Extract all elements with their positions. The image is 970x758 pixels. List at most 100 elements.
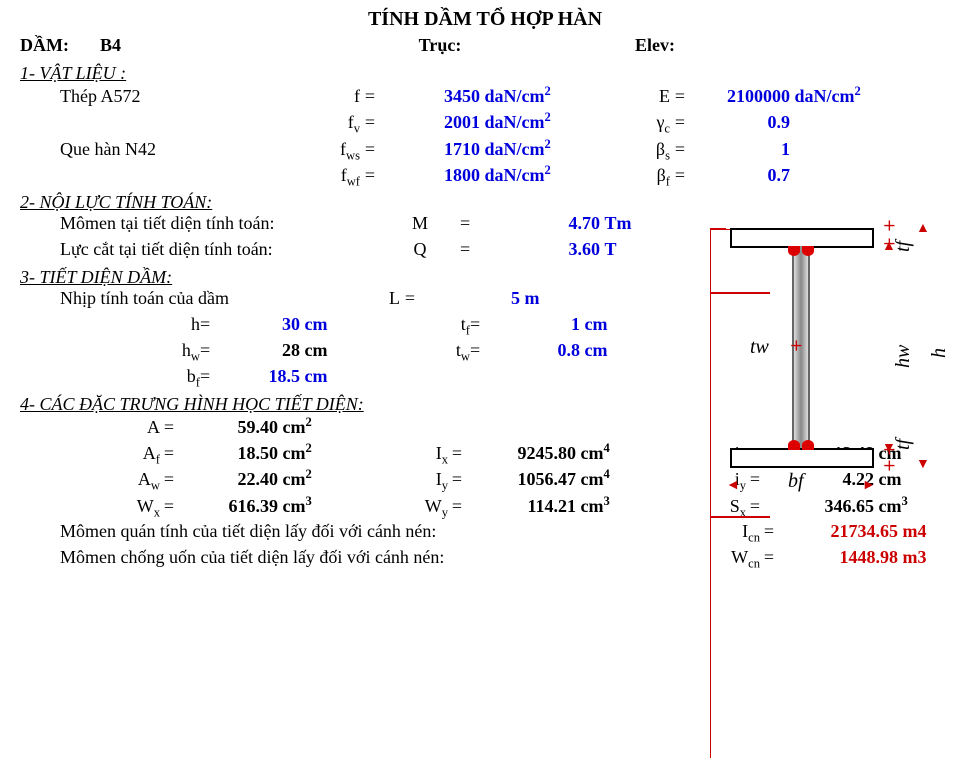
A-sym: A [60,417,160,438]
h-sym: h [100,314,200,335]
bf3-val: 18.5 [220,366,300,387]
Af-sym: Af [60,443,160,468]
truc-label: Trục: [320,35,560,56]
flange-bottom [730,448,874,468]
M-sym: M [380,213,460,234]
fws-val: 1710 [380,139,480,160]
arrow-icon: ✕ [880,459,895,474]
dam-label: DẦM: [20,35,100,56]
dim-line [710,293,770,294]
row-steel-f: Thép A572 f = 3450 daN/cm2 E = 2100000 d… [20,84,950,110]
dim-hw-label: hw [892,345,915,368]
page: TÍNH DẦM TỔ HỢP HÀN DẦM: B4 Trục: Elev: … [20,8,950,573]
M-label: Mômen tại tiết diện tính toán: [60,213,380,234]
tw-val: 0.8 [490,340,580,361]
M-val: 4.70 [480,213,600,234]
weld-icon [788,440,800,450]
section1-heading: 1- VẬT LIỆU : [20,63,950,84]
dim-line [710,252,711,274]
bf-sym: βf [580,165,670,190]
dim-line [710,517,770,518]
E-sym: E [580,86,670,107]
note1-label: Mômen quán tính của tiết diện lấy đối vớ… [60,521,560,542]
row-note2: Mômen chống uốn của tiết diện lấy đối vớ… [20,547,950,573]
fws-sym: fws [300,139,360,164]
Q-unit: T [600,239,660,260]
Af-unit: cm2 [278,441,338,464]
bf3-unit: cm [300,366,350,387]
steel-label: Thép A572 [60,86,300,107]
Wx-val: 616.39 [178,496,278,517]
fwf-unit: daN/cm2 [480,163,580,186]
Aw-sym: Aw [60,469,160,494]
tf-unit: cm [580,314,630,335]
row-weld-fws: Que hàn N42 fws = 1710 daN/cm2 βs = 1 [20,137,950,164]
Q-val: 3.60 [480,239,600,260]
dim-line [710,230,711,252]
fws-unit: daN/cm2 [480,137,580,160]
weld-icon [802,440,814,450]
Ix-unit: cm4 [576,441,636,464]
arrow-icon: ▼ [916,460,930,470]
Iy-unit: cm4 [576,467,636,490]
header-row: DẦM: B4 Trục: Elev: [20,35,950,61]
fwf-val: 1800 [380,165,480,186]
Wx-unit: cm3 [278,494,338,517]
f-sym: f [300,86,360,107]
gc-sym: γc [580,112,670,137]
bf3-sym: bf [100,366,200,391]
A-val: 59.40 [178,417,278,438]
dim-h-label: h [928,348,951,358]
hw-unit: cm [300,340,350,361]
weld-icon [802,246,814,256]
arrow-icon: ◄ [726,481,740,491]
Icn-val: 21734.65 [778,521,898,542]
hw-sym: hw [100,340,200,365]
dam-value: B4 [100,35,320,56]
Icn-unit: m4 [898,521,948,542]
Wcn-sym: Wcn [560,547,760,572]
E-val: 2100000 [690,86,790,107]
L-val: 5 [420,288,520,309]
fwf-sym: fwf [300,165,360,190]
hw-val: 28 [220,340,300,361]
row-fv: fv = 2001 daN/cm2 γc = 0.9 [20,110,950,137]
Aw-unit: cm2 [278,467,338,490]
Q-sym: Q [380,239,460,260]
tw-unit: cm [580,340,630,361]
Ix-val: 9245.80 [466,443,576,464]
h-val: 30 [220,314,300,335]
tf-val: 1 [490,314,580,335]
M-unit: Tm [600,213,660,234]
h-unit: cm [300,314,350,335]
section2-heading: 2- NỘI LỰC TÍNH TOÁN: [20,192,950,213]
note2-label: Mômen chống uốn của tiết diện lấy đối vớ… [60,547,560,568]
Icn-sym: Icn [560,521,760,546]
Sx-val: 346.65 [764,496,874,517]
Wy-sym: Wy [388,496,448,521]
weld-icon [788,246,800,256]
arrow-icon: ► [862,481,876,491]
dim-line [710,294,711,500]
fv-val: 2001 [380,112,480,133]
fv-sym: fv [300,112,360,137]
Wy-unit: cm3 [576,494,636,517]
flange-top [730,228,874,248]
E-unit: daN/cm2 [790,84,890,107]
A-unit: cm2 [278,415,338,438]
elev-label: Elev: [560,35,750,56]
Q-label: Lực cắt tại tiết diện tính toán: [60,239,380,260]
Iy-sym: Iy [388,469,448,494]
bs-val: 1 [690,139,790,160]
Iy-val: 1056.47 [466,469,576,490]
gc-val: 0.9 [690,112,790,133]
L-label: Nhịp tính toán của dầm [60,288,340,309]
Aw-val: 22.40 [178,469,278,490]
bf-val: 0.7 [690,165,790,186]
Af-val: 18.50 [178,443,278,464]
f-val: 3450 [380,86,480,107]
Wx-sym: Wx [60,496,160,521]
Wy-val: 114.21 [466,496,576,517]
dim-tw-label: tw [750,336,769,359]
dim-line [710,518,711,758]
